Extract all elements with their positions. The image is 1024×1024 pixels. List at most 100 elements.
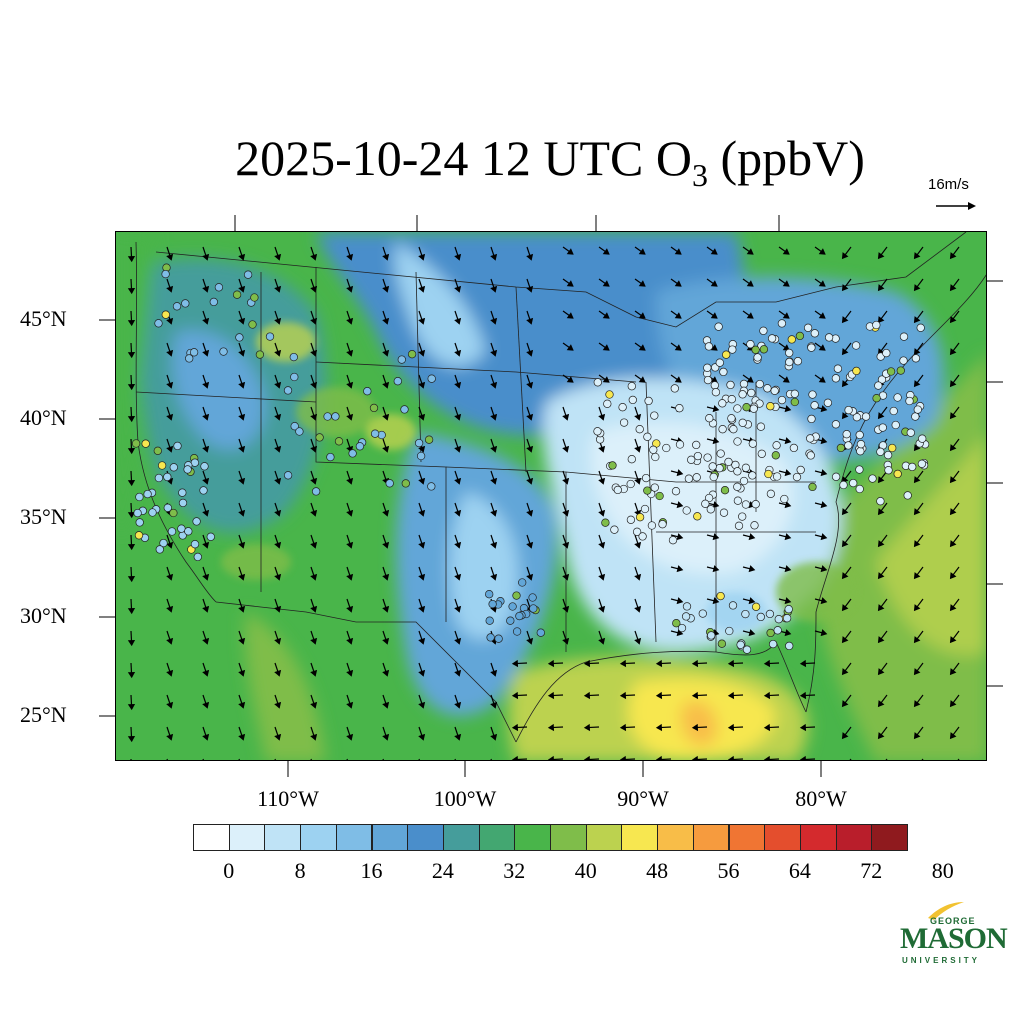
station-marker	[710, 381, 719, 390]
station-marker	[157, 461, 167, 470]
wind-vector-head	[166, 413, 174, 421]
wind-vector-head	[547, 691, 555, 700]
colorbar-swatch	[871, 824, 908, 851]
wind-vector-head	[526, 637, 534, 645]
wind-vector-head	[913, 252, 921, 260]
wind-vector-head	[691, 659, 699, 668]
station-marker	[803, 323, 813, 332]
wind-vector-head	[727, 755, 734, 760]
wind-vector-head	[676, 629, 684, 637]
wind-vector-head	[784, 501, 792, 509]
wind-vector-head	[166, 637, 174, 645]
wind-vector-head	[634, 445, 642, 453]
wind-vector-head	[310, 381, 318, 389]
wind-vector-head	[634, 573, 642, 581]
wind-vector-head	[949, 572, 957, 580]
wind-vector-head	[238, 669, 246, 677]
wind-vector-head	[127, 255, 136, 263]
wind-vector-head	[202, 477, 210, 485]
wind-vector-head	[566, 280, 574, 287]
wind-vector-head	[490, 541, 498, 549]
wind-vector-head	[238, 477, 246, 485]
station-marker	[911, 354, 921, 363]
station-marker	[771, 451, 780, 460]
wind-vector-head	[691, 723, 699, 732]
wind-vector-head	[820, 629, 828, 637]
wind-vector-head	[820, 405, 828, 413]
wind-vector-head	[634, 413, 642, 421]
wind-vector-head	[382, 573, 390, 581]
station-marker	[632, 527, 642, 536]
station-marker	[782, 614, 792, 623]
wind-vector-head	[238, 349, 246, 357]
wind-vector-head	[526, 317, 534, 325]
wind-vector-head	[913, 540, 921, 548]
station-marker	[759, 345, 769, 354]
wind-vector-head	[274, 285, 282, 293]
station-marker	[874, 381, 883, 390]
wind-vector-head	[674, 312, 682, 319]
station-marker	[733, 496, 743, 505]
wind-vector-head	[454, 445, 462, 453]
station-marker	[323, 412, 332, 421]
wind-vector-head	[547, 755, 554, 760]
station-marker	[675, 440, 685, 449]
station-marker	[650, 483, 659, 492]
wind-vector-head	[274, 413, 282, 421]
wind-vector-head	[562, 477, 570, 485]
wind-vector-head	[619, 691, 627, 700]
field-detail	[221, 322, 856, 632]
wind-vector-head	[949, 604, 957, 612]
wind-vector-head	[841, 604, 849, 612]
station-marker	[808, 390, 817, 399]
wind-vector-head	[562, 605, 570, 613]
station-marker	[729, 425, 738, 434]
wind-vector-head	[274, 477, 282, 485]
station-marker	[888, 443, 897, 453]
station-marker	[163, 503, 172, 512]
station-marker	[169, 508, 178, 518]
colorbar-swatch	[835, 824, 873, 851]
station-marker	[155, 545, 164, 554]
station-marker	[916, 323, 925, 332]
station-marker	[135, 492, 144, 502]
station-marker	[823, 398, 833, 407]
wind-vector-head	[913, 700, 921, 708]
station-marker	[613, 485, 622, 495]
station-marker	[536, 628, 545, 637]
station-marker	[777, 319, 787, 328]
wind-vector-head	[763, 691, 771, 700]
wind-vector-head	[877, 732, 885, 740]
wind-vector-head	[454, 637, 462, 645]
station-marker	[717, 639, 727, 648]
station-marker	[692, 473, 701, 482]
wind-vector-head	[841, 540, 849, 548]
wind-vector-head	[877, 476, 885, 484]
wind-vector-head	[674, 248, 682, 255]
wind-vector-head	[310, 317, 318, 325]
wind-vector-head	[346, 605, 354, 613]
wind-vector-head	[382, 733, 390, 741]
colorbar-tick-label: 16	[360, 858, 383, 883]
station-marker	[183, 465, 192, 474]
station-marker	[824, 333, 834, 342]
station-marker	[649, 445, 658, 454]
wind-vector-head	[127, 703, 136, 711]
station-marker	[131, 439, 141, 448]
wind-vector-head	[310, 701, 318, 709]
wind-vector-head	[127, 383, 136, 391]
wind-vector-head	[638, 312, 646, 319]
station-marker	[214, 283, 224, 292]
wind-vector-head	[238, 573, 246, 581]
wind-vector-head	[127, 575, 136, 583]
station-marker	[793, 357, 803, 366]
wind-vector-head	[748, 533, 756, 541]
station-marker	[833, 364, 843, 373]
station-marker	[785, 348, 794, 358]
wind-vector-head	[877, 252, 885, 260]
station-marker	[494, 634, 503, 643]
wind-vector-head	[490, 669, 498, 677]
wind-vector-head	[913, 348, 921, 356]
wind-vector-head	[949, 476, 957, 484]
station-marker	[785, 357, 794, 367]
